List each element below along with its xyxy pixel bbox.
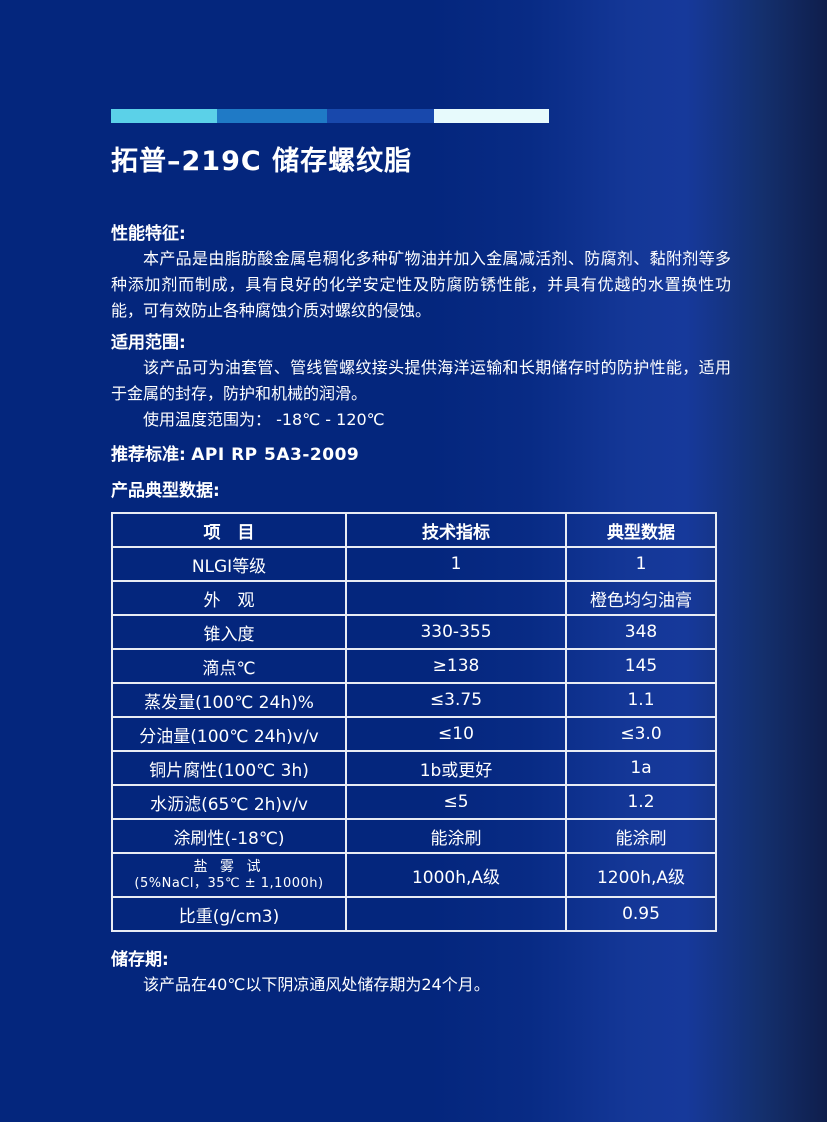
cell-item: 锥入度 xyxy=(111,614,347,650)
application-body: 该产品可为油套管、管线管螺纹接头提供海洋运输和长期储存时的防护性能，适用于金属的… xyxy=(111,358,731,403)
salt-spray-label: 盐 雾 试 xyxy=(193,858,265,875)
table-row: 水沥滤(65℃ 2h)v/v ≤5 1.2 xyxy=(111,784,717,820)
cell-item: 外 观 xyxy=(111,580,347,616)
cell-spec: 能涂刷 xyxy=(345,818,567,854)
header-spec: 技术指标 xyxy=(345,512,567,548)
recommended-standard: 推荐标准: API RP 5A3-2009 xyxy=(111,443,731,467)
bar-segment-cyan xyxy=(111,109,217,123)
performance-heading: 性能特征: xyxy=(111,224,186,244)
cell-item: 滴点℃ xyxy=(111,648,347,684)
table-row: 铜片腐性(100℃ 3h) 1b或更好 1a xyxy=(111,750,717,786)
cell-spec: 1 xyxy=(345,546,567,582)
standard-label: 推荐标准: xyxy=(111,445,186,465)
cell-spec: ≤3.75 xyxy=(345,682,567,718)
cell-item: 水沥滤(65℃ 2h)v/v xyxy=(111,784,347,820)
typical-data-heading: 产品典型数据: xyxy=(111,481,220,501)
cell-typical: 0.95 xyxy=(565,896,717,932)
table-header-row: 项 目 技术指标 典型数据 xyxy=(111,512,717,548)
storage-body: 该产品在40℃以下阴凉通风处储存期为24个月。 xyxy=(143,975,490,994)
performance-body: 本产品是由脂肪酸金属皂稠化多种矿物油并加入金属减活剂、防腐剂、黏附剂等多种添加剂… xyxy=(111,249,731,320)
cell-typical: 能涂刷 xyxy=(565,818,717,854)
cell-spec xyxy=(345,896,567,932)
cell-spec: ≤5 xyxy=(345,784,567,820)
cell-spec: 1000h,A级 xyxy=(345,852,567,898)
table-row: 涂刷性(-18℃) 能涂刷 能涂刷 xyxy=(111,818,717,854)
section-application: 适用范围: 该产品可为油套管、管线管螺纹接头提供海洋运输和长期储存时的防护性能，… xyxy=(111,331,731,433)
cell-item: 比重(g/cm3) xyxy=(111,896,347,932)
application-heading: 适用范围: xyxy=(111,333,186,353)
standard-value: API RP 5A3-2009 xyxy=(191,445,360,465)
cell-typical: 145 xyxy=(565,648,717,684)
table-row: 滴点℃ ≥138 145 xyxy=(111,648,717,684)
cell-typical: 1 xyxy=(565,546,717,582)
page-title: 拓普–219C 储存螺纹脂 xyxy=(111,146,413,177)
table-row: NLGI等级 1 1 xyxy=(111,546,717,582)
cell-item: 铜片腐性(100℃ 3h) xyxy=(111,750,347,786)
table-row: 比重(g/cm3) 0.95 xyxy=(111,896,717,932)
temperature-range-line: 使用温度范围为： -18℃ - 120℃ xyxy=(143,410,385,429)
cell-item: 盐 雾 试 (5%NaCl，35℃ ± 1,1000h) xyxy=(111,852,347,898)
cell-spec: 330-355 xyxy=(345,614,567,650)
cell-spec xyxy=(345,580,567,616)
cell-item: NLGI等级 xyxy=(111,546,347,582)
bar-segment-darkblue xyxy=(327,109,434,123)
cell-typical: 348 xyxy=(565,614,717,650)
cell-spec: 1b或更好 xyxy=(345,750,567,786)
cell-item: 分油量(100℃ 24h)v/v xyxy=(111,716,347,752)
cell-typical: 1.1 xyxy=(565,682,717,718)
table-row: 蒸发量(100℃ 24h)% ≤3.75 1.1 xyxy=(111,682,717,718)
cell-typical: 橙色均匀油膏 xyxy=(565,580,717,616)
cell-spec: ≥138 xyxy=(345,648,567,684)
cell-item: 蒸发量(100℃ 24h)% xyxy=(111,682,347,718)
storage-heading: 储存期: xyxy=(111,950,169,970)
table-row-salt-spray: 盐 雾 试 (5%NaCl，35℃ ± 1,1000h) 1000h,A级 12… xyxy=(111,852,717,898)
cell-typical: 1a xyxy=(565,750,717,786)
section-storage: 储存期: 该产品在40℃以下阴凉通风处储存期为24个月。 xyxy=(111,948,731,998)
decorative-color-bar xyxy=(111,109,549,123)
table-row: 锥入度 330-355 348 xyxy=(111,614,717,650)
cell-spec: ≤10 xyxy=(345,716,567,752)
content-column: 拓普–219C 储存螺纹脂 性能特征: 本产品是由脂肪酸金属皂稠化多种矿物油并加… xyxy=(111,109,731,998)
section-performance: 性能特征: 本产品是由脂肪酸金属皂稠化多种矿物油并加入金属减活剂、防腐剂、黏附剂… xyxy=(111,222,731,324)
bar-segment-blue xyxy=(217,109,327,123)
typical-data-table: 项 目 技术指标 典型数据 NLGI等级 1 1 外 观 橙色均匀油膏 锥入度 … xyxy=(111,512,717,932)
table-row: 外 观 橙色均匀油膏 xyxy=(111,580,717,616)
table-row: 分油量(100℃ 24h)v/v ≤10 ≤3.0 xyxy=(111,716,717,752)
salt-spray-conditions: (5%NaCl，35℃ ± 1,1000h) xyxy=(134,875,324,891)
header-typical: 典型数据 xyxy=(565,512,717,548)
header-item: 项 目 xyxy=(111,512,347,548)
bar-segment-white xyxy=(434,109,549,123)
cell-typical: ≤3.0 xyxy=(565,716,717,752)
cell-typical: 1.2 xyxy=(565,784,717,820)
cell-typical: 1200h,A级 xyxy=(565,852,717,898)
cell-item: 涂刷性(-18℃) xyxy=(111,818,347,854)
